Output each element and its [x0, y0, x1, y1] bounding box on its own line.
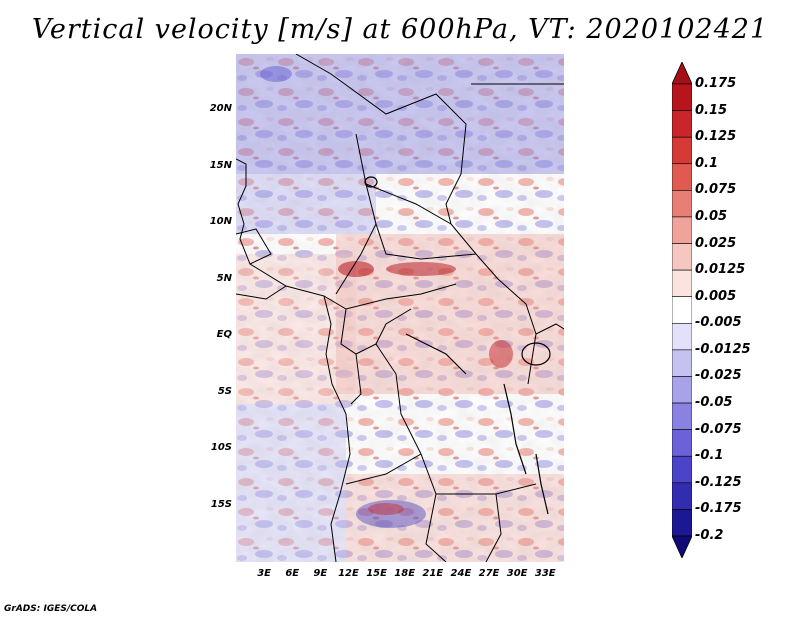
lat-tick-label: 15N	[209, 159, 232, 171]
colorbar-segment	[672, 216, 692, 244]
lat-tick-label: 5N	[216, 272, 232, 284]
lon-tick-label: 12E	[338, 568, 359, 579]
lon-tick-label: 3E	[257, 568, 271, 579]
colorbar-segment	[672, 136, 692, 165]
colorbar-segment	[672, 455, 692, 484]
lat-tick-label: EQ	[216, 329, 232, 341]
colorbar-label: -0.05	[695, 395, 733, 411]
colorbar-segment	[672, 190, 692, 218]
lon-tick-label: 21E	[422, 568, 444, 579]
colorbar-label: -0.175	[695, 501, 742, 517]
lon-tick-label: 18E	[394, 568, 416, 579]
footer-credit: GrADS: IGES/COLA	[4, 604, 98, 614]
colorbar-segment	[672, 243, 692, 271]
lat-tick-label: 5S	[217, 385, 232, 397]
colorbar-segment	[672, 296, 692, 324]
map-title: Vertical velocity [m/s] at 600hPa, VT: 2…	[31, 14, 769, 45]
lon-tick-label: 24E	[450, 568, 472, 579]
colorbar-segment	[672, 110, 692, 138]
colorbar-min-arrow	[672, 535, 692, 558]
colorbar	[672, 62, 692, 558]
colorbar-max-arrow	[672, 62, 692, 85]
colorbar-segment	[672, 163, 692, 191]
colorbar-label: -0.0125	[695, 341, 751, 357]
colorbar-label: 0.025	[695, 235, 737, 251]
colorbar-label: -0.025	[695, 368, 742, 384]
lat-tick-label: 10N	[209, 216, 232, 228]
colorbar-label: 0.005	[695, 288, 737, 304]
colorbar-label: 0.1	[695, 155, 719, 171]
lat-tick-label: 10S	[210, 442, 232, 454]
colorbar-label: 0.05	[695, 208, 728, 224]
colorbar-label: -0.125	[695, 474, 742, 490]
lon-tick-label: 6E	[285, 568, 300, 579]
colorbar-label: 0.075	[695, 182, 737, 198]
colorbar-segment	[672, 269, 692, 298]
lat-tick-label: 20N	[209, 103, 232, 115]
vertical-velocity-map	[236, 54, 564, 562]
lon-tick-label: 27E	[478, 568, 500, 579]
colorbar-label: 0.15	[695, 102, 728, 118]
colorbar-label: -0.075	[695, 421, 742, 437]
lon-tick-label: 9E	[313, 568, 328, 579]
lon-tick-label: 15E	[366, 568, 387, 579]
lon-tick-label: 33E	[534, 568, 556, 579]
colorbar-label: -0.1	[695, 448, 724, 464]
lon-tick-label: 30E	[506, 568, 528, 579]
colorbar-segment	[672, 376, 692, 404]
colorbar-segment	[672, 402, 692, 430]
colorbar-segment	[672, 349, 692, 377]
colorbar-segment	[672, 322, 692, 351]
lat-tick-label: 15S	[210, 498, 232, 510]
colorbar-segment	[672, 83, 692, 111]
map-panel	[236, 54, 564, 562]
colorbar-label: -0.2	[695, 528, 724, 543]
colorbar-label: 0.0125	[695, 262, 746, 278]
colorbar-segment	[672, 509, 692, 537]
colorbar-label: 0.175	[695, 76, 737, 91]
colorbar-label: 0.125	[695, 129, 737, 145]
colorbar-segment	[672, 429, 692, 457]
colorbar-segment	[672, 482, 692, 510]
colorbar-label: -0.005	[695, 315, 742, 331]
